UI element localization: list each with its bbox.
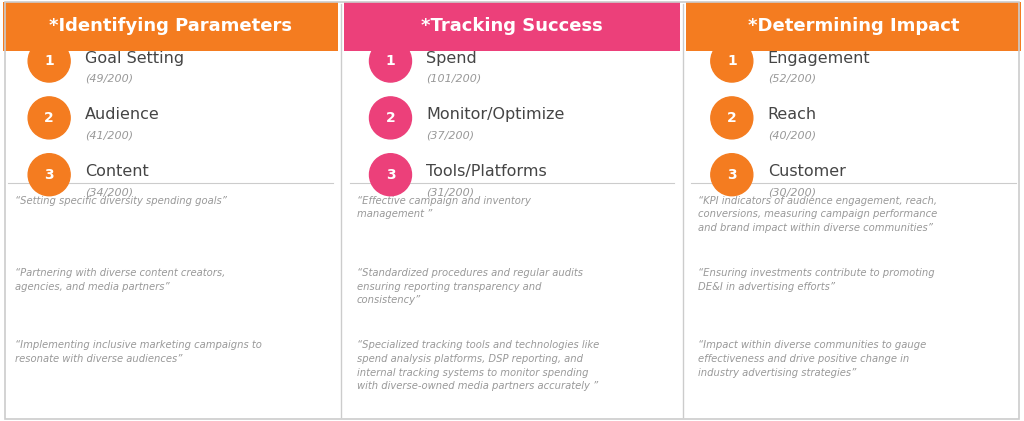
Text: 3: 3 xyxy=(727,168,736,182)
Text: (30/200): (30/200) xyxy=(768,187,816,197)
FancyBboxPatch shape xyxy=(3,2,338,51)
Text: 3: 3 xyxy=(386,168,395,182)
Text: *Identifying Parameters: *Identifying Parameters xyxy=(49,17,292,35)
Text: (49/200): (49/200) xyxy=(85,74,133,84)
Text: (52/200): (52/200) xyxy=(768,74,816,84)
Text: *Determining Impact: *Determining Impact xyxy=(748,17,959,35)
Text: 1: 1 xyxy=(386,54,395,68)
Ellipse shape xyxy=(711,40,753,82)
Text: “Standardized procedures and regular audits
ensuring reporting transparency and
: “Standardized procedures and regular aud… xyxy=(356,268,583,305)
Text: 1: 1 xyxy=(727,54,736,68)
Text: “Implementing inclusive marketing campaigns to
resonate with diverse audiences”: “Implementing inclusive marketing campai… xyxy=(15,340,262,364)
Text: Goal Setting: Goal Setting xyxy=(85,51,184,66)
Text: (41/200): (41/200) xyxy=(85,131,133,141)
Ellipse shape xyxy=(28,40,71,82)
Text: 1: 1 xyxy=(44,54,54,68)
Text: “Partnering with diverse content creators,
agencies, and media partners”: “Partnering with diverse content creator… xyxy=(15,268,225,292)
Text: Content: Content xyxy=(85,164,148,179)
Text: “KPI indicators of audience engagement, reach,
conversions, measuring campaign p: “KPI indicators of audience engagement, … xyxy=(698,196,937,233)
Text: (101/200): (101/200) xyxy=(426,74,481,84)
FancyBboxPatch shape xyxy=(344,2,680,51)
Ellipse shape xyxy=(370,154,412,196)
Text: (31/200): (31/200) xyxy=(426,187,474,197)
Text: “Impact within diverse communities to gauge
effectiveness and drive positive cha: “Impact within diverse communities to ga… xyxy=(698,340,927,378)
Text: *Tracking Success: *Tracking Success xyxy=(421,17,603,35)
Text: (40/200): (40/200) xyxy=(768,131,816,141)
FancyBboxPatch shape xyxy=(686,2,1021,51)
Ellipse shape xyxy=(370,40,412,82)
Text: Tools/Platforms: Tools/Platforms xyxy=(426,164,547,179)
Text: Engagement: Engagement xyxy=(768,51,870,66)
Ellipse shape xyxy=(28,97,71,139)
Text: 2: 2 xyxy=(727,111,736,125)
Text: Customer: Customer xyxy=(768,164,846,179)
Text: (37/200): (37/200) xyxy=(426,131,474,141)
Text: Monitor/Optimize: Monitor/Optimize xyxy=(426,107,564,123)
Text: “Setting specific diversity spending goals”: “Setting specific diversity spending goa… xyxy=(15,196,227,206)
Ellipse shape xyxy=(711,97,753,139)
Text: “Effective campaign and inventory
management ”: “Effective campaign and inventory manage… xyxy=(356,196,530,219)
Text: Reach: Reach xyxy=(768,107,817,123)
Ellipse shape xyxy=(28,154,71,196)
Text: Spend: Spend xyxy=(426,51,477,66)
Text: “Specialized tracking tools and technologies like
spend analysis platforms, DSP : “Specialized tracking tools and technolo… xyxy=(356,340,599,391)
Text: 2: 2 xyxy=(44,111,54,125)
Text: 2: 2 xyxy=(386,111,395,125)
Ellipse shape xyxy=(370,97,412,139)
Text: “Ensuring investments contribute to promoting
DE&I in advertising efforts”: “Ensuring investments contribute to prom… xyxy=(698,268,935,292)
Text: 3: 3 xyxy=(44,168,54,182)
Ellipse shape xyxy=(711,154,753,196)
Text: Audience: Audience xyxy=(85,107,160,123)
Text: (34/200): (34/200) xyxy=(85,187,133,197)
